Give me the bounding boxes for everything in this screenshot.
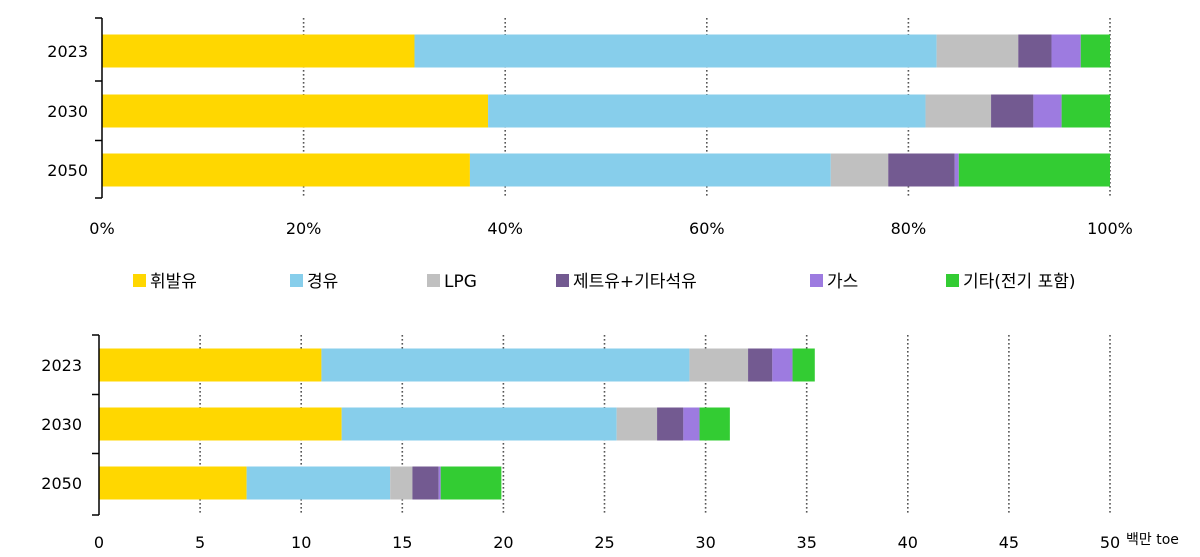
bar-segment [102, 153, 470, 187]
x-tick-label: 80% [891, 219, 927, 238]
bar-segment [830, 153, 889, 187]
x-tick-label: 100% [1087, 219, 1133, 238]
legend-swatch [556, 274, 569, 287]
legend-label: 휘발유 [150, 272, 197, 292]
x-tick-label: 0% [89, 219, 114, 238]
bar-segment [102, 34, 415, 68]
bar-segment [991, 94, 1034, 128]
bar-segment [683, 407, 700, 441]
x-tick-label: 40% [487, 219, 523, 238]
bar-segment [321, 348, 690, 382]
x-tick-label: 20 [493, 533, 513, 552]
bar-segment [1018, 34, 1052, 68]
x-axis-unit: 백만 toe [1126, 532, 1179, 548]
bar-segment [748, 348, 773, 382]
bar-segment [699, 407, 730, 441]
bar-segment [888, 153, 955, 187]
bar-segment [99, 348, 322, 382]
legend-label: LPG [444, 272, 477, 292]
bar-segment [936, 34, 1019, 68]
bar-segment [792, 348, 815, 382]
legend-swatch [427, 274, 440, 287]
share-chart: 2023 2030 2050 0% 20% 40% 60% 80% 100% [47, 17, 1133, 238]
bar-segment [469, 153, 831, 187]
bar-segment [1080, 34, 1110, 68]
x-tick-label: 50 [1100, 533, 1120, 552]
bar-segment [438, 466, 441, 500]
bar-segment [99, 466, 247, 500]
bar-segment [1061, 94, 1110, 128]
x-tick-label: 45 [999, 533, 1019, 552]
category-label: 2030 [47, 102, 88, 121]
bar-segment [412, 466, 439, 500]
bar-segment [440, 466, 502, 500]
bar-segment [958, 153, 1110, 187]
x-tick-label: 15 [392, 533, 412, 552]
x-tick-label: 0 [94, 533, 104, 552]
bar-segment [390, 466, 413, 500]
legend-label: 경유 [307, 272, 338, 292]
legend-swatch [946, 274, 959, 287]
bar-segment [616, 407, 658, 441]
bar-segment [925, 94, 992, 128]
bar-segment [414, 34, 937, 68]
bar-segment [341, 407, 617, 441]
bar-segment [102, 94, 489, 128]
category-label: 2030 [41, 415, 82, 434]
bar-segment [657, 407, 684, 441]
x-tick-label: 35 [797, 533, 817, 552]
legend-label: 가스 [827, 272, 858, 292]
bar-segment [1033, 94, 1062, 128]
x-tick-label: 20% [286, 219, 322, 238]
category-label: 2023 [41, 356, 82, 375]
legend-label: 제트유+기타석유 [573, 272, 697, 292]
bar-segment [772, 348, 793, 382]
legend-label: 기타(전기 포함) [963, 272, 1076, 292]
bar-segment [954, 153, 959, 187]
legend-swatch [810, 274, 823, 287]
category-label: 2050 [47, 161, 88, 180]
legend-swatch [133, 274, 146, 287]
x-tick-label: 60% [689, 219, 725, 238]
bar-segment [689, 348, 749, 382]
x-tick-label: 30 [695, 533, 715, 552]
legend-swatch [290, 274, 303, 287]
category-label: 2050 [41, 474, 82, 493]
category-label: 2023 [47, 42, 88, 61]
bar-segment [488, 94, 926, 128]
bar-segment [246, 466, 391, 500]
x-tick-label: 5 [195, 533, 205, 552]
x-tick-label: 25 [594, 533, 614, 552]
x-tick-label: 40 [898, 533, 918, 552]
bar-segment [1051, 34, 1081, 68]
volume-chart: 2023 2030 2050 0 5 10 15 20 25 30 35 40 45 50 백만 toe [41, 334, 1179, 552]
x-tick-label: 10 [291, 533, 311, 552]
bar-segment [99, 407, 342, 441]
legend: 휘발유 경유 LPG 제트유+기타석유 가스 기타(전기 포함) [133, 272, 1076, 292]
